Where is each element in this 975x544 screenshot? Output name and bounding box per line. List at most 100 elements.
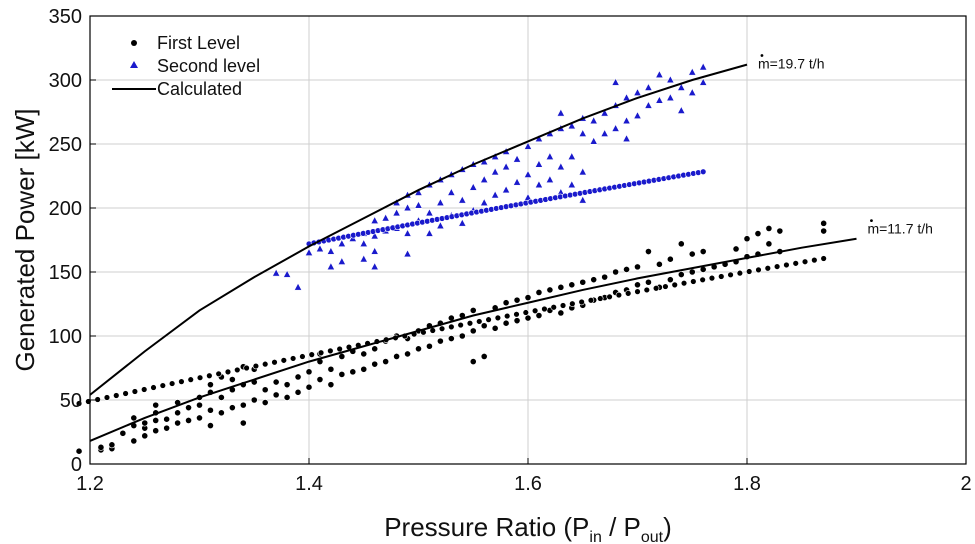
first-level-point xyxy=(130,437,138,445)
first-level-point xyxy=(261,386,269,394)
second-level-point xyxy=(370,216,379,224)
second-level-point xyxy=(699,78,708,86)
first-level-point xyxy=(677,240,685,248)
first-level-point xyxy=(108,441,116,449)
first-level-point xyxy=(480,322,488,330)
first-level-cluster-point xyxy=(438,325,446,332)
second-level-point xyxy=(589,116,598,125)
second-level-point xyxy=(513,154,522,163)
second-level-point xyxy=(545,152,554,160)
first-level-cluster-point xyxy=(494,314,502,322)
second-level-point xyxy=(403,229,412,237)
x-axis-title: Pressure Ratio (Pin / Pout) xyxy=(384,512,672,544)
second-level-point xyxy=(600,108,609,117)
first-level-point xyxy=(316,376,324,383)
legend-label-calculated: Calculated xyxy=(157,79,242,99)
first-level-cluster-point xyxy=(578,298,585,306)
first-level-point xyxy=(590,276,598,284)
first-level-point xyxy=(239,401,247,409)
first-level-point xyxy=(294,373,302,381)
first-level-point xyxy=(557,309,565,317)
first-level-cluster-point xyxy=(224,368,232,376)
first-level-point xyxy=(568,281,576,289)
first-level-point xyxy=(371,360,379,368)
first-level-cluster-point xyxy=(727,271,734,279)
first-level-cluster-point xyxy=(522,309,530,316)
first-level-point xyxy=(141,419,149,427)
first-level-point xyxy=(360,350,368,358)
first-level-point xyxy=(666,276,674,284)
second-level-point xyxy=(326,246,335,255)
second-level-point xyxy=(425,208,434,217)
y-tick-label: 150 xyxy=(49,262,82,284)
first-level-point xyxy=(371,345,379,353)
first-level-cluster-point xyxy=(550,304,557,311)
x-tick-label: 1.2 xyxy=(76,473,104,495)
second-level-point xyxy=(622,93,631,101)
first-level-cluster-point xyxy=(513,311,520,318)
first-level-cluster-point xyxy=(299,353,306,360)
second-level-point xyxy=(523,170,533,178)
first-level-cluster-point xyxy=(243,364,250,372)
second-level-point xyxy=(567,121,576,130)
second-level-point xyxy=(337,239,346,247)
second-level-point xyxy=(589,136,598,145)
first-level-cluster-point xyxy=(308,351,315,358)
second-level-point xyxy=(425,229,434,237)
first-level-cluster-point xyxy=(597,295,604,302)
first-level-cluster-point xyxy=(792,260,799,267)
second-level-point xyxy=(655,70,664,78)
second-level-point xyxy=(655,95,664,104)
calculated-curve xyxy=(89,237,857,442)
second-level-point xyxy=(458,195,467,204)
first-level-cluster-point xyxy=(271,359,278,366)
first-level-point xyxy=(305,383,313,391)
first-level-cluster-point xyxy=(187,376,194,383)
first-level-cluster-point xyxy=(141,386,148,393)
first-level-cluster-point xyxy=(196,374,204,381)
first-level-cluster-point xyxy=(634,288,641,295)
x-tick-label: 1.4 xyxy=(295,473,323,495)
first-level-cluster-point xyxy=(289,355,297,362)
second-level-point xyxy=(611,78,620,86)
second-level-point xyxy=(370,246,379,255)
first-level-cluster-point xyxy=(764,265,772,272)
first-level-cluster-point xyxy=(699,276,706,284)
x-tick-label: 1.8 xyxy=(733,473,761,495)
second-level-point xyxy=(414,200,423,209)
first-level-cluster-point xyxy=(680,279,688,287)
first-level-point xyxy=(152,427,160,435)
second-level-point xyxy=(567,152,576,160)
second-level-point xyxy=(491,167,500,176)
first-level-cluster-point xyxy=(485,316,492,323)
first-level-point xyxy=(645,248,652,255)
first-level-point xyxy=(272,391,280,399)
first-level-point xyxy=(283,394,291,401)
first-level-cluster-point xyxy=(159,382,167,389)
first-level-point xyxy=(645,278,652,286)
first-level-cluster-point xyxy=(820,255,827,262)
first-level-cluster-point xyxy=(503,312,511,320)
mass-flow-annotation: m=11.7 t/h xyxy=(867,221,933,237)
second-level-point xyxy=(381,213,390,222)
y-axis-title: Generated Power [kW] xyxy=(10,109,40,372)
second-level-point xyxy=(666,93,675,101)
first-level-point xyxy=(119,429,127,437)
first-level-cluster-point xyxy=(615,291,623,299)
first-level-cluster-point xyxy=(643,286,651,294)
first-level-cluster-point xyxy=(690,278,697,285)
legend-marker-first-level xyxy=(131,40,137,46)
first-level-point xyxy=(612,268,619,276)
first-level-cluster-point xyxy=(652,285,660,292)
second-level-point xyxy=(403,249,412,258)
first-level-point xyxy=(185,404,192,412)
first-level-cluster-point xyxy=(317,349,325,356)
annotations: m=19.7 t/h m=11.7 t/h xyxy=(758,54,933,237)
first-level-point xyxy=(217,394,225,401)
legend-marker-second-level xyxy=(130,61,138,68)
first-level-cluster-point xyxy=(262,360,269,368)
first-level-point xyxy=(152,417,160,424)
first-level-point xyxy=(732,245,740,253)
first-level-cluster-point xyxy=(280,357,288,364)
